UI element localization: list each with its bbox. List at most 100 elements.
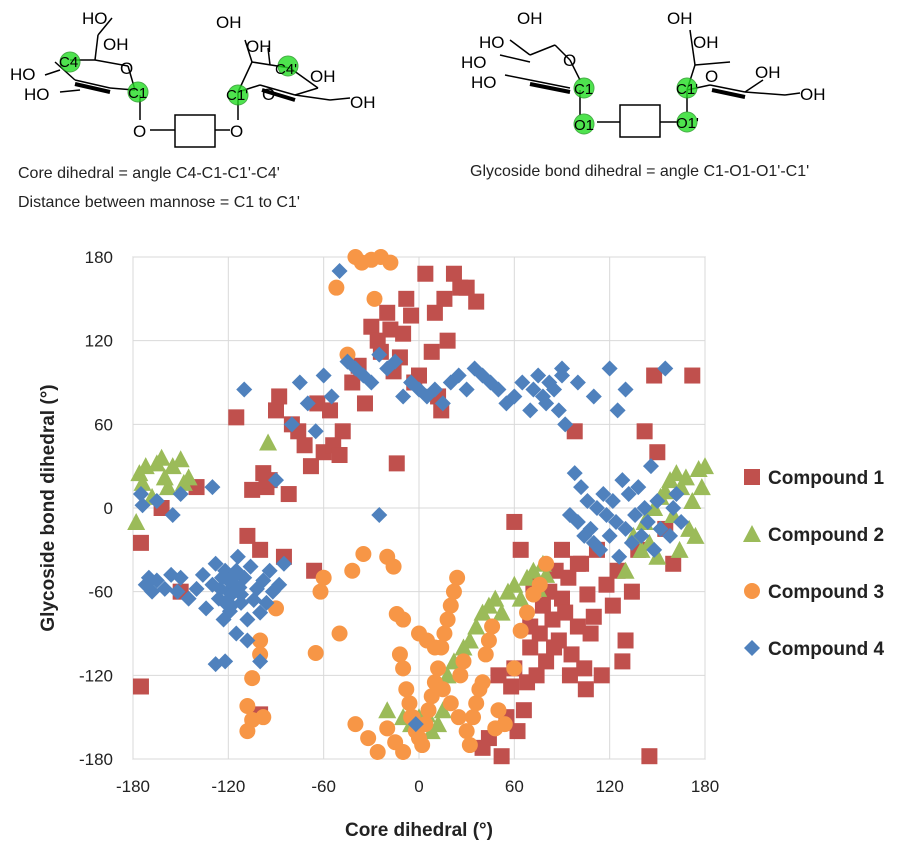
data-point	[515, 702, 532, 719]
data-point	[490, 667, 507, 684]
data-point	[158, 478, 177, 496]
data-point	[544, 611, 561, 628]
data-point	[366, 290, 383, 307]
data-point	[391, 646, 408, 663]
data-point	[577, 681, 594, 698]
data-point	[379, 304, 396, 321]
data-point	[363, 374, 380, 391]
data-point	[554, 590, 570, 607]
c1-highlight	[127, 81, 149, 103]
data-point	[371, 506, 388, 523]
data-point	[268, 472, 284, 489]
data-point	[560, 569, 577, 586]
data-point	[534, 597, 551, 614]
data-point	[239, 611, 256, 628]
data-point	[569, 513, 586, 530]
data-point	[561, 667, 578, 684]
data-point	[467, 617, 486, 635]
data-point	[395, 660, 412, 677]
data-point	[429, 715, 448, 733]
data-point	[244, 670, 261, 687]
atom-label: C1	[574, 81, 593, 98]
data-point	[652, 520, 669, 537]
data-point	[132, 534, 149, 551]
data-point	[684, 367, 701, 384]
data-point	[609, 402, 626, 419]
atom-label: OH	[310, 67, 336, 86]
atom-label: C4	[59, 54, 78, 71]
legend: Compound 1 Compound 2 Compound 3 Compound 4	[743, 468, 885, 660]
data-point	[148, 493, 165, 510]
data-point	[592, 541, 609, 558]
data-point	[302, 458, 319, 475]
data-point	[554, 541, 570, 558]
data-point	[474, 674, 491, 691]
data-point	[331, 262, 348, 279]
legend-marker	[744, 583, 760, 599]
data-point	[239, 698, 256, 715]
c4-highlight	[59, 51, 81, 73]
data-point	[538, 395, 555, 412]
tick-labels: -180 -120 -60 0 60 120 180 -180 -120 -60 0 60 120 180	[79, 248, 719, 796]
data-point	[436, 625, 453, 642]
data-point	[641, 748, 658, 765]
atom-label: HO	[82, 9, 108, 28]
data-point	[210, 590, 227, 607]
data-point	[239, 527, 256, 544]
atom-label: OH	[517, 9, 543, 28]
data-point	[233, 594, 250, 611]
data-point	[566, 423, 583, 440]
data-point	[557, 604, 574, 621]
data-point	[582, 625, 599, 642]
data-point	[662, 527, 679, 544]
atom-label: O	[563, 51, 576, 70]
left-structure: HO OH HO HO C4 O C1 O OH OH C4' OH C1' O…	[0, 0, 430, 150]
data-point	[557, 416, 574, 433]
data-point	[505, 575, 524, 593]
x-tick-label: 180	[691, 777, 719, 796]
data-point	[642, 458, 659, 475]
data-point	[331, 625, 348, 642]
data-point	[398, 681, 415, 698]
data-point	[686, 526, 705, 544]
data-point	[134, 497, 151, 514]
data-point	[259, 433, 278, 451]
data-point	[344, 562, 361, 579]
data-point	[490, 702, 507, 719]
legend-marker	[743, 525, 761, 542]
data-point	[514, 374, 531, 391]
c1p-highlight	[676, 77, 698, 99]
right-structure: OH HO HO HO O C1 O1 OH OH C1' O OH OH O1…	[455, 0, 915, 150]
data-point	[164, 506, 181, 523]
data-point	[450, 709, 467, 726]
data-point	[696, 457, 714, 475]
data-point	[309, 395, 326, 412]
data-point	[215, 611, 232, 628]
data-point	[528, 667, 545, 684]
data-point	[608, 513, 625, 530]
data-point	[127, 512, 146, 530]
x-axis-title: Core dihedral (°)	[345, 820, 493, 841]
data-point	[423, 343, 440, 360]
data-point	[461, 737, 478, 754]
data-point	[395, 744, 412, 761]
data-point	[449, 569, 466, 586]
data-point	[604, 597, 621, 614]
y-tick-label: 120	[85, 332, 113, 351]
data-point	[623, 583, 640, 600]
data-point	[646, 367, 663, 384]
data-point	[387, 353, 404, 370]
data-point	[480, 632, 497, 649]
data-point	[442, 695, 459, 712]
atom-label: O1'	[676, 115, 699, 132]
data-point	[492, 603, 511, 621]
data-point	[442, 597, 459, 614]
data-point	[156, 580, 173, 597]
y-tick-label: -60	[88, 583, 113, 602]
data-point	[417, 265, 434, 282]
atom-label: HO	[461, 53, 487, 72]
data-point	[614, 472, 631, 489]
data-point	[530, 367, 547, 384]
data-point	[132, 486, 149, 503]
atom-label: OH	[667, 9, 693, 28]
